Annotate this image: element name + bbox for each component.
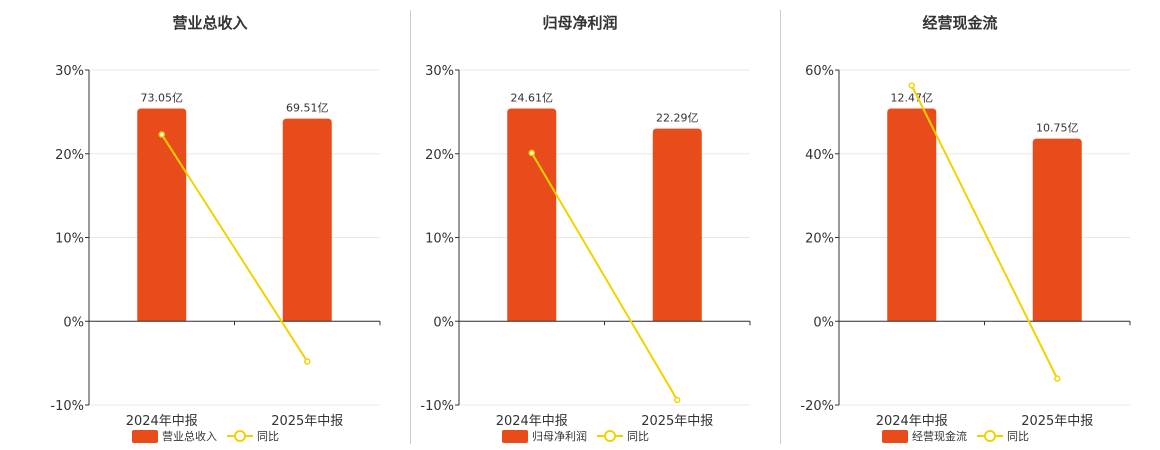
y-tick-label: 0% bbox=[813, 315, 834, 330]
y-tick-label: 20% bbox=[425, 148, 454, 163]
yoy-point bbox=[674, 396, 681, 404]
bar-net-profit-0 bbox=[507, 108, 557, 322]
y-tick-label: -10% bbox=[420, 399, 454, 414]
y-tick-label: 0% bbox=[433, 315, 454, 330]
x-category-label: 2025年中报 bbox=[1021, 414, 1093, 429]
bar-data-label: 73.05亿 bbox=[141, 92, 184, 105]
legend-label: 同比 bbox=[1007, 430, 1029, 443]
yoy-point bbox=[158, 131, 165, 138]
y-tick-label: 20% bbox=[55, 148, 84, 163]
yoy-line-net-profit bbox=[530, 152, 679, 401]
y-tick-label: 30% bbox=[425, 64, 454, 79]
legend-swatch-marker bbox=[984, 430, 996, 442]
bar-revenue-0 bbox=[137, 108, 187, 322]
chart-title-cash-flow: 经营现金流 bbox=[922, 14, 998, 32]
legend-swatch-bar bbox=[502, 430, 528, 443]
legend-label: 归母净利润 bbox=[532, 429, 587, 443]
legend-label: 营业总收入 bbox=[162, 429, 217, 443]
y-tick-label: 20% bbox=[805, 232, 834, 247]
chart-title-revenue: 营业总收入 bbox=[172, 14, 248, 32]
legend-swatch-marker bbox=[234, 430, 246, 442]
y-tick-label: 10% bbox=[55, 232, 84, 247]
bar-data-label: 10.75亿 bbox=[1036, 122, 1079, 135]
legend-label: 经营现金流 bbox=[912, 429, 967, 443]
yoy-point bbox=[528, 149, 535, 157]
legend-label: 同比 bbox=[257, 430, 279, 443]
bar-data-label: 22.29亿 bbox=[656, 112, 699, 125]
y-tick-label: -10% bbox=[50, 399, 84, 414]
bar-data-label: 69.51亿 bbox=[286, 102, 329, 115]
yoy-line-cash-flow bbox=[910, 85, 1059, 380]
legend-label: 同比 bbox=[627, 430, 649, 443]
x-category-label: 2024年中报 bbox=[876, 414, 948, 429]
bar-data-label: 24.61亿 bbox=[511, 92, 554, 105]
y-tick-label: 30% bbox=[55, 64, 84, 79]
x-category-label: 2025年中报 bbox=[271, 414, 343, 429]
bar-data-label: 12.47亿 bbox=[891, 92, 934, 105]
legend-swatch-bar bbox=[132, 430, 158, 443]
bar-net-profit-1 bbox=[652, 128, 702, 322]
chart-title-net-profit: 归母净利润 bbox=[542, 14, 618, 32]
y-tick-label: -20% bbox=[800, 399, 834, 414]
yoy-point bbox=[1054, 375, 1061, 382]
bar-cash-flow-0 bbox=[887, 108, 937, 322]
y-tick-label: 60% bbox=[805, 64, 834, 79]
bar-revenue-1 bbox=[282, 118, 332, 322]
y-tick-label: 10% bbox=[425, 232, 454, 247]
yoy-line-revenue bbox=[160, 133, 309, 362]
y-tick-label: 40% bbox=[805, 148, 834, 163]
panel-divider bbox=[410, 10, 411, 444]
bar-cash-flow-1 bbox=[1032, 138, 1082, 322]
yoy-point bbox=[304, 358, 311, 365]
x-category-label: 2024年中报 bbox=[126, 414, 198, 429]
x-category-label: 2024年中报 bbox=[496, 414, 568, 429]
legend-swatch-marker bbox=[604, 430, 616, 442]
panel-divider bbox=[780, 10, 781, 444]
x-category-label: 2025年中报 bbox=[641, 414, 713, 429]
yoy-point bbox=[908, 82, 915, 89]
y-tick-label: 0% bbox=[63, 315, 84, 330]
legend-swatch-bar bbox=[882, 430, 908, 443]
